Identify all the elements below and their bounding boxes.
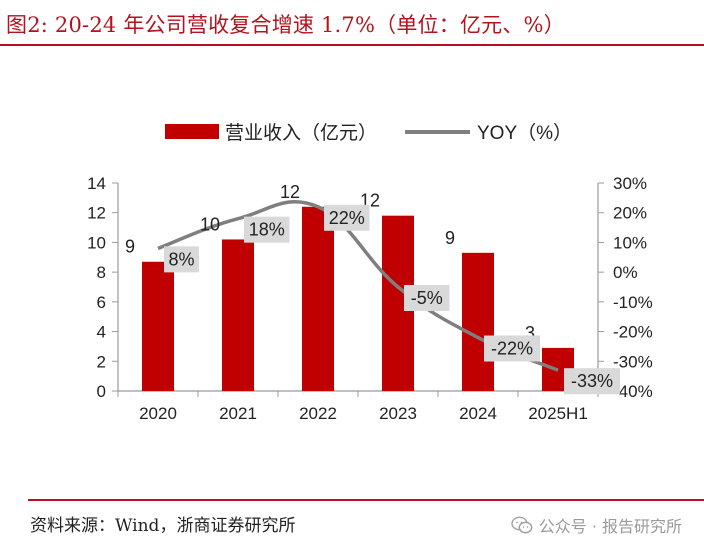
revenue-bar: [302, 206, 334, 391]
revenue-bar: [142, 261, 174, 391]
x-tick-label: 2022: [299, 404, 337, 423]
right-tick-label: -10%: [613, 293, 653, 312]
left-tick-label: 6: [97, 293, 106, 312]
title-divider: [0, 44, 704, 46]
revenue-yoy-chart: 营业收入（亿元） YOY（%） 0 2 4 6 8 10 12 14 -40% -30% -20% -…: [87, 122, 653, 423]
yoy-value-label: 22%: [329, 208, 365, 228]
yoy-label-box: [324, 204, 370, 231]
yoy-label-box: [484, 335, 540, 362]
chart-container: 营业收入（亿元） YOY（%） 0 2 4 6 8 10 12 14 -40% -30% -20% -…: [0, 60, 704, 500]
footer-divider: [28, 499, 704, 501]
left-tick-label: 8: [97, 263, 106, 282]
revenue-bar: [462, 252, 494, 391]
left-tick-label: 4: [97, 323, 106, 342]
right-tick-label: -20%: [613, 323, 653, 342]
x-tick-label: 2021: [219, 404, 257, 423]
right-tick-label: 0%: [613, 263, 638, 282]
yoy-label-box: [164, 246, 199, 273]
x-tick-label: 2025H1: [528, 404, 588, 423]
legend-label-yoy: YOY（%）: [477, 122, 572, 144]
left-tick-label: 14: [87, 174, 106, 193]
watermark-text: 公众号 · 报告研究所: [538, 517, 682, 536]
wechat-icon: [511, 516, 533, 534]
right-tick-label: -40%: [613, 382, 653, 401]
right-tick-label: 10%: [613, 233, 647, 252]
watermark: 公众号 · 报告研究所: [511, 513, 682, 537]
revenue-bar: [222, 239, 254, 391]
legend-label-revenue: 营业收入（亿元）: [225, 122, 377, 144]
legend-swatch-revenue: [165, 124, 219, 139]
page-title: 图2: 20-24 年公司营收复合增速 1.7%（单位：亿元、%）: [6, 13, 565, 37]
chart-legend: 营业收入（亿元） YOY（%）: [165, 122, 572, 144]
source-note: 资料来源：Wind，浙商证券研究所: [30, 516, 296, 536]
x-tick-label: 2024: [459, 404, 497, 423]
x-tick-label: 2020: [139, 404, 177, 423]
left-tick-label: 12: [87, 204, 106, 223]
yoy-value-label: -5%: [411, 288, 443, 308]
yoy-value-label: 18%: [249, 220, 285, 240]
yoy-value-label: -33%: [571, 371, 613, 391]
right-tick-label: -30%: [613, 352, 653, 371]
right-tick-label: 20%: [613, 204, 647, 223]
yoy-label-box: [244, 216, 290, 243]
yoy-label-box: [564, 368, 620, 395]
chart-axes: 0 2 4 6 8 10 12 14 -40% -30% -20% -10% 0% 10% 20% 30% 20…: [87, 174, 653, 423]
bar-value-label: 10: [200, 214, 220, 234]
bar-value-label: 9: [445, 228, 455, 248]
bar-value-label: 12: [280, 182, 300, 202]
x-tick-label: 2023: [379, 404, 417, 423]
left-tick-label: 10: [87, 233, 106, 252]
yoy-label-box: [404, 285, 450, 311]
yoy-value-label: -22%: [491, 339, 533, 359]
left-tick-label: 2: [97, 352, 106, 371]
title-bar: 图2: 20-24 年公司营收复合增速 1.7%（单位：亿元、%）: [0, 0, 704, 44]
bar-value-label: 3: [525, 323, 535, 343]
left-tick-label: 0: [97, 382, 106, 401]
right-tick-label: 30%: [613, 174, 647, 193]
bar-value-label: 9: [125, 237, 135, 257]
yoy-value-label: 8%: [168, 249, 194, 269]
